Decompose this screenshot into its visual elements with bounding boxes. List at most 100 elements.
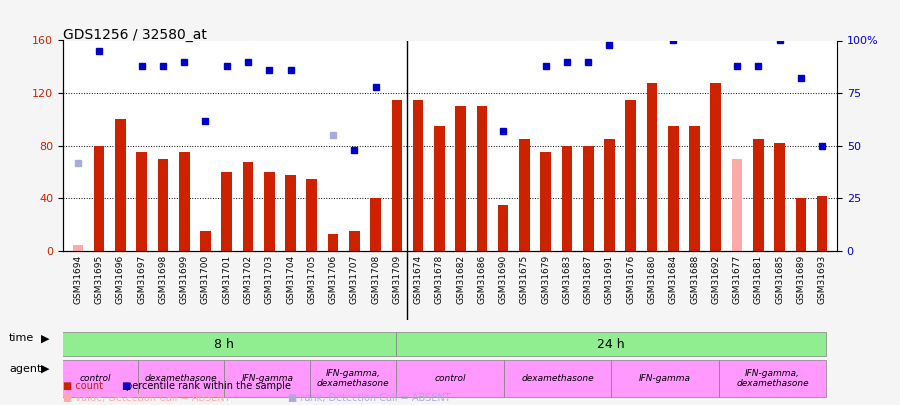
Text: GSM31709: GSM31709	[392, 255, 401, 304]
Text: control: control	[434, 374, 466, 383]
Bar	[392, 100, 402, 251]
Text: ▶: ▶	[40, 364, 49, 373]
Bar	[264, 172, 274, 251]
Text: dexamethasone: dexamethasone	[145, 374, 218, 383]
Bar	[498, 205, 508, 251]
Text: GSM31685: GSM31685	[775, 255, 784, 304]
FancyBboxPatch shape	[224, 360, 310, 397]
Bar	[158, 159, 168, 251]
Bar	[583, 146, 593, 251]
Bar	[370, 198, 381, 251]
Bar	[137, 152, 147, 251]
Bar	[774, 143, 785, 251]
Bar	[689, 126, 700, 251]
Bar	[179, 152, 190, 251]
Text: GDS1256 / 32580_at: GDS1256 / 32580_at	[63, 28, 207, 43]
Text: GSM31689: GSM31689	[796, 255, 806, 304]
Text: GSM31698: GSM31698	[158, 255, 167, 304]
FancyBboxPatch shape	[611, 360, 719, 397]
Bar	[221, 172, 232, 251]
Text: IFN-gamma,
dexamethasone: IFN-gamma, dexamethasone	[317, 369, 390, 388]
Text: GSM31703: GSM31703	[265, 255, 274, 304]
Bar	[73, 245, 83, 251]
Bar	[668, 126, 679, 251]
Text: GSM31688: GSM31688	[690, 255, 699, 304]
Text: GSM31674: GSM31674	[414, 255, 423, 304]
Text: GSM31678: GSM31678	[435, 255, 444, 304]
Text: GSM31700: GSM31700	[201, 255, 210, 304]
Text: ■: ■	[122, 381, 130, 391]
Bar	[562, 146, 572, 251]
Text: 8 h: 8 h	[214, 338, 234, 351]
Text: time: time	[9, 333, 34, 343]
Bar	[626, 100, 636, 251]
Text: GSM31681: GSM31681	[754, 255, 763, 304]
Text: 24 h: 24 h	[598, 338, 626, 351]
Text: GSM31684: GSM31684	[669, 255, 678, 304]
Text: GSM31708: GSM31708	[371, 255, 380, 304]
Text: GSM31683: GSM31683	[562, 255, 572, 304]
Text: GSM31679: GSM31679	[541, 255, 550, 304]
Bar	[540, 152, 551, 251]
Bar	[519, 139, 530, 251]
Bar	[796, 198, 806, 251]
Text: ▶: ▶	[40, 333, 49, 343]
Text: GSM31702: GSM31702	[244, 255, 253, 304]
Text: GSM31699: GSM31699	[180, 255, 189, 304]
Text: IFN-gamma: IFN-gamma	[241, 374, 293, 383]
Bar	[328, 234, 338, 251]
Bar	[710, 83, 721, 251]
Bar	[753, 139, 763, 251]
Bar	[477, 107, 487, 251]
Text: dexamethasone: dexamethasone	[521, 374, 594, 383]
FancyBboxPatch shape	[52, 332, 396, 356]
Bar	[285, 175, 296, 251]
Text: GSM31697: GSM31697	[137, 255, 146, 304]
FancyBboxPatch shape	[52, 360, 139, 397]
Bar	[434, 126, 445, 251]
Text: GSM31704: GSM31704	[286, 255, 295, 304]
Text: GSM31675: GSM31675	[520, 255, 529, 304]
FancyBboxPatch shape	[139, 360, 224, 397]
Text: GSM31695: GSM31695	[94, 255, 104, 304]
Text: GSM31693: GSM31693	[817, 255, 826, 304]
Bar	[732, 159, 742, 251]
FancyBboxPatch shape	[504, 360, 611, 397]
Text: ■ value, Detection Call = ABSENT: ■ value, Detection Call = ABSENT	[63, 393, 230, 403]
Text: ■ count: ■ count	[63, 381, 103, 391]
Bar	[455, 107, 466, 251]
Text: GSM31687: GSM31687	[584, 255, 593, 304]
Text: GSM31686: GSM31686	[477, 255, 486, 304]
Text: agent: agent	[9, 364, 41, 373]
Text: control: control	[79, 374, 111, 383]
Bar	[94, 146, 104, 251]
Bar	[200, 231, 211, 251]
Bar	[307, 179, 317, 251]
Bar	[817, 196, 827, 251]
Text: GSM31705: GSM31705	[307, 255, 316, 304]
Text: GSM31682: GSM31682	[456, 255, 465, 304]
Text: GSM31692: GSM31692	[711, 255, 720, 304]
Bar	[349, 231, 360, 251]
Text: GSM31691: GSM31691	[605, 255, 614, 304]
Text: percentile rank within the sample: percentile rank within the sample	[126, 381, 291, 391]
Text: GSM31701: GSM31701	[222, 255, 231, 304]
Text: GSM31676: GSM31676	[626, 255, 635, 304]
Bar	[604, 139, 615, 251]
Text: IFN-gamma: IFN-gamma	[639, 374, 691, 383]
Text: GSM31680: GSM31680	[647, 255, 656, 304]
Text: GSM31677: GSM31677	[733, 255, 742, 304]
Text: GSM31706: GSM31706	[328, 255, 338, 304]
FancyBboxPatch shape	[719, 360, 826, 397]
FancyBboxPatch shape	[396, 332, 826, 356]
Bar	[115, 119, 126, 251]
Bar	[413, 100, 423, 251]
Text: GSM31696: GSM31696	[116, 255, 125, 304]
Text: GSM31690: GSM31690	[499, 255, 508, 304]
FancyBboxPatch shape	[310, 360, 396, 397]
Bar	[647, 83, 657, 251]
Text: ■ rank, Detection Call = ABSENT: ■ rank, Detection Call = ABSENT	[288, 393, 451, 403]
Text: GSM31694: GSM31694	[74, 255, 83, 304]
Bar	[243, 162, 253, 251]
Text: IFN-gamma,
dexamethasone: IFN-gamma, dexamethasone	[736, 369, 809, 388]
